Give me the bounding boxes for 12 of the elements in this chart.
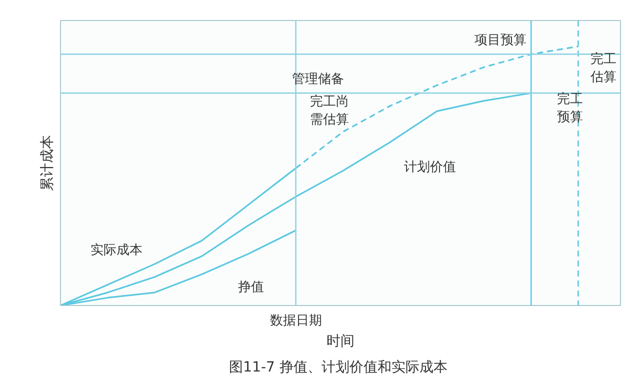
- text: 数据日期: [270, 314, 322, 328]
- y-axis-title: 累计成本: [40, 135, 56, 191]
- annotation: 计划价值: [404, 160, 456, 176]
- annotation: 实际成本: [90, 242, 142, 258]
- ref-line-label: 项目预算: [474, 33, 526, 48]
- text: 图11-7 挣值、计划价值和实际成本: [229, 360, 448, 376]
- annotation: 管理储备: [292, 72, 344, 87]
- annotation: 挣值: [238, 280, 264, 295]
- annotation: 完工预算: [557, 90, 584, 125]
- annotation: 完工尚需估算: [310, 94, 349, 128]
- x-axis-title: 时间: [326, 334, 354, 350]
- annotation: 完工估算: [590, 50, 617, 85]
